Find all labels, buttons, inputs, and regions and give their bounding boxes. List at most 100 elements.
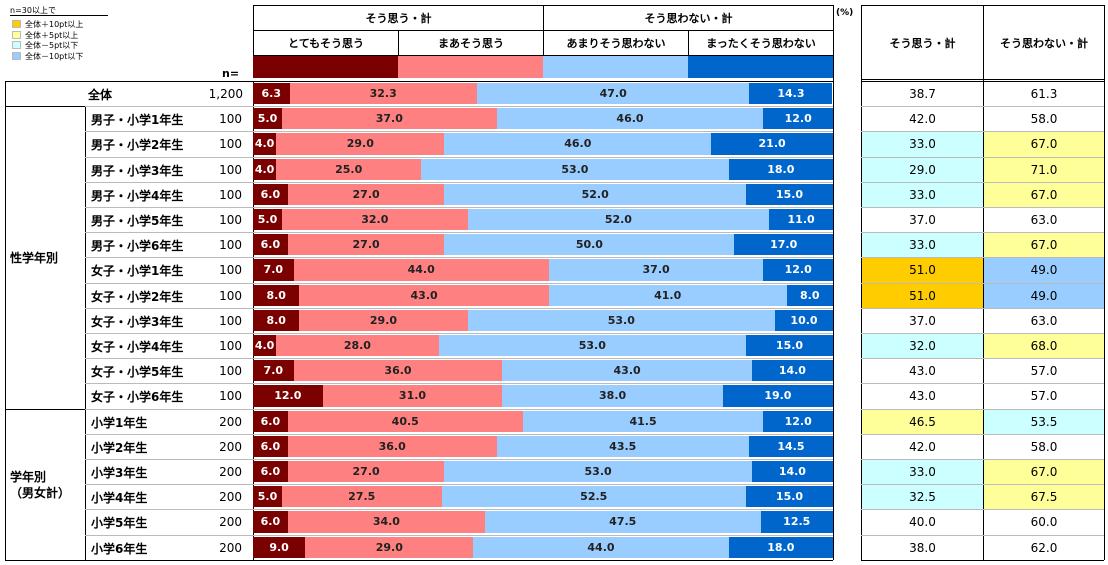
row-label: 女子・小学6年生	[91, 390, 184, 405]
bar-segment-disagree: 46.0	[496, 108, 764, 130]
summary-row-divider	[861, 282, 1104, 284]
group-header-agree: そう思う・計	[253, 5, 544, 31]
legend-title: n=30以上で	[10, 6, 56, 15]
bar-segment-agree: 40.5	[287, 410, 523, 432]
bar-segment-very-disagree: 12.0	[763, 259, 833, 281]
bar-segment-disagree: 47.5	[485, 511, 761, 533]
bar-segment-very-disagree: 21.0	[711, 133, 833, 155]
summary-row-divider	[861, 106, 1104, 108]
row-label: 全体	[88, 88, 113, 102]
bar-segment-very-agree: 6.0	[253, 183, 288, 205]
bar-segment-agree: 29.0	[276, 133, 445, 155]
legend-item: 全体－5pt以下	[12, 41, 78, 51]
summary-row-divider	[861, 181, 1104, 183]
bar-segment-very-disagree: 14.3	[749, 83, 833, 105]
summary-row-divider	[861, 534, 1104, 536]
bar-segment-disagree: 53.0	[438, 335, 746, 357]
bar-segment-disagree: 43.5	[496, 435, 749, 457]
row-label: 小学3年生	[91, 466, 148, 480]
summary-disagree-cell: 49.0	[984, 283, 1104, 308]
bar-segment-very-agree: 6.0	[253, 511, 288, 533]
legend-bar-0	[253, 56, 398, 78]
row-n: 200	[219, 439, 242, 454]
row-label: 女子・小学1年生	[91, 264, 184, 279]
row-label: 男子・小学4年生	[91, 188, 184, 203]
bar-segment-disagree: 47.0	[476, 83, 750, 105]
section-col-border	[85, 106, 86, 560]
legend-label: 全体－5pt以下	[25, 41, 79, 50]
row-divider	[85, 509, 833, 511]
legend-swatch	[12, 20, 21, 28]
bar-segment-disagree: 41.0	[548, 284, 787, 306]
summary-disagree-cell: 63.0	[984, 308, 1104, 333]
section-label: 性学年別	[10, 251, 59, 266]
category-header-1: まあそう思う	[398, 30, 544, 56]
legend-swatch	[12, 51, 21, 60]
bar-segment-very-disagree: 12.0	[763, 108, 833, 130]
summary-agree-cell: 38.0	[862, 535, 983, 560]
summary-row-divider	[861, 131, 1104, 133]
summary-agree-cell: 37.0	[862, 308, 983, 333]
row-n: 100	[219, 313, 242, 328]
legend-label: 全体＋5pt以上	[25, 30, 79, 40]
row-n: 100	[219, 137, 242, 152]
category-header-3: まったくそう思わない	[688, 30, 834, 56]
bar-segment-disagree: 53.0	[421, 158, 729, 180]
summary-agree-cell: 51.0	[862, 258, 983, 283]
row-n: 200	[219, 490, 242, 505]
row-divider	[85, 459, 833, 460]
summary-agree-cell: 33.0	[862, 182, 983, 207]
bar-segment-very-agree: 6.3	[253, 83, 290, 105]
category-header-0: とてもそう思う	[253, 30, 399, 56]
row-divider	[85, 181, 833, 183]
row-label: 男子・小学1年生	[91, 113, 184, 128]
bar-segment-agree: 28.0	[276, 335, 439, 357]
summary-row-divider	[861, 408, 1104, 410]
row-n: 100	[219, 213, 242, 227]
summary-agree-cell: 38.7	[862, 82, 983, 107]
summary-agree-cell: 42.0	[862, 107, 983, 132]
summary-disagree-cell: 62.0	[984, 535, 1104, 560]
summary-agree-cell: 37.0	[862, 208, 983, 233]
bar-segment-very-agree: 9.0	[253, 536, 306, 558]
row-divider	[85, 106, 833, 108]
summary-disagree-cell: 57.0	[984, 359, 1104, 384]
summary-row-divider	[861, 232, 1104, 234]
row-n: 100	[219, 389, 242, 404]
summary-agree-cell: 33.0	[862, 460, 983, 485]
bar-segment-very-disagree: 15.0	[746, 486, 833, 508]
legend-bar-3	[688, 56, 833, 78]
row-divider	[85, 484, 833, 486]
bar-segment-disagree: 41.5	[522, 410, 764, 432]
bar-segment-very-agree: 6.0	[253, 234, 288, 256]
bar-segment-very-agree: 6.0	[253, 410, 288, 432]
row-n: 100	[219, 162, 242, 177]
bar-segment-very-agree: 4.0	[253, 158, 277, 180]
bar-segment-very-agree: 4.0	[253, 335, 277, 357]
row-label: 女子・小学4年生	[91, 340, 184, 354]
row-n: 100	[219, 339, 242, 353]
bar-segment-agree: 25.0	[276, 158, 422, 180]
row-divider	[85, 307, 833, 309]
bar-segment-agree: 32.0	[282, 209, 468, 231]
row-divider	[85, 131, 833, 133]
row-label: 小学1年生	[91, 415, 148, 430]
summary-row-divider	[861, 383, 1104, 385]
bar-segment-disagree: 38.0	[502, 385, 723, 407]
row-divider	[85, 156, 833, 158]
summary-disagree-cell: 60.0	[984, 510, 1104, 535]
summary-agree-cell: 43.0	[862, 359, 983, 384]
summary-mid-border	[983, 5, 984, 560]
row-divider	[85, 257, 833, 259]
row-label: 小学5年生	[91, 516, 148, 531]
row-label: 男子・小学6年生	[91, 239, 184, 254]
bar-segment-very-disagree: 17.0	[734, 234, 833, 256]
summary-top-border	[861, 81, 1104, 82]
summary-agree-cell: 40.0	[862, 510, 983, 535]
bar-segment-very-disagree: 18.0	[728, 158, 833, 180]
legend-bar-1	[398, 56, 543, 78]
bar-segment-very-agree: 5.0	[253, 209, 282, 231]
summary-disagree-cell: 58.0	[984, 434, 1104, 459]
bar-segment-agree: 27.0	[287, 234, 445, 256]
summary-left-border	[861, 5, 862, 560]
